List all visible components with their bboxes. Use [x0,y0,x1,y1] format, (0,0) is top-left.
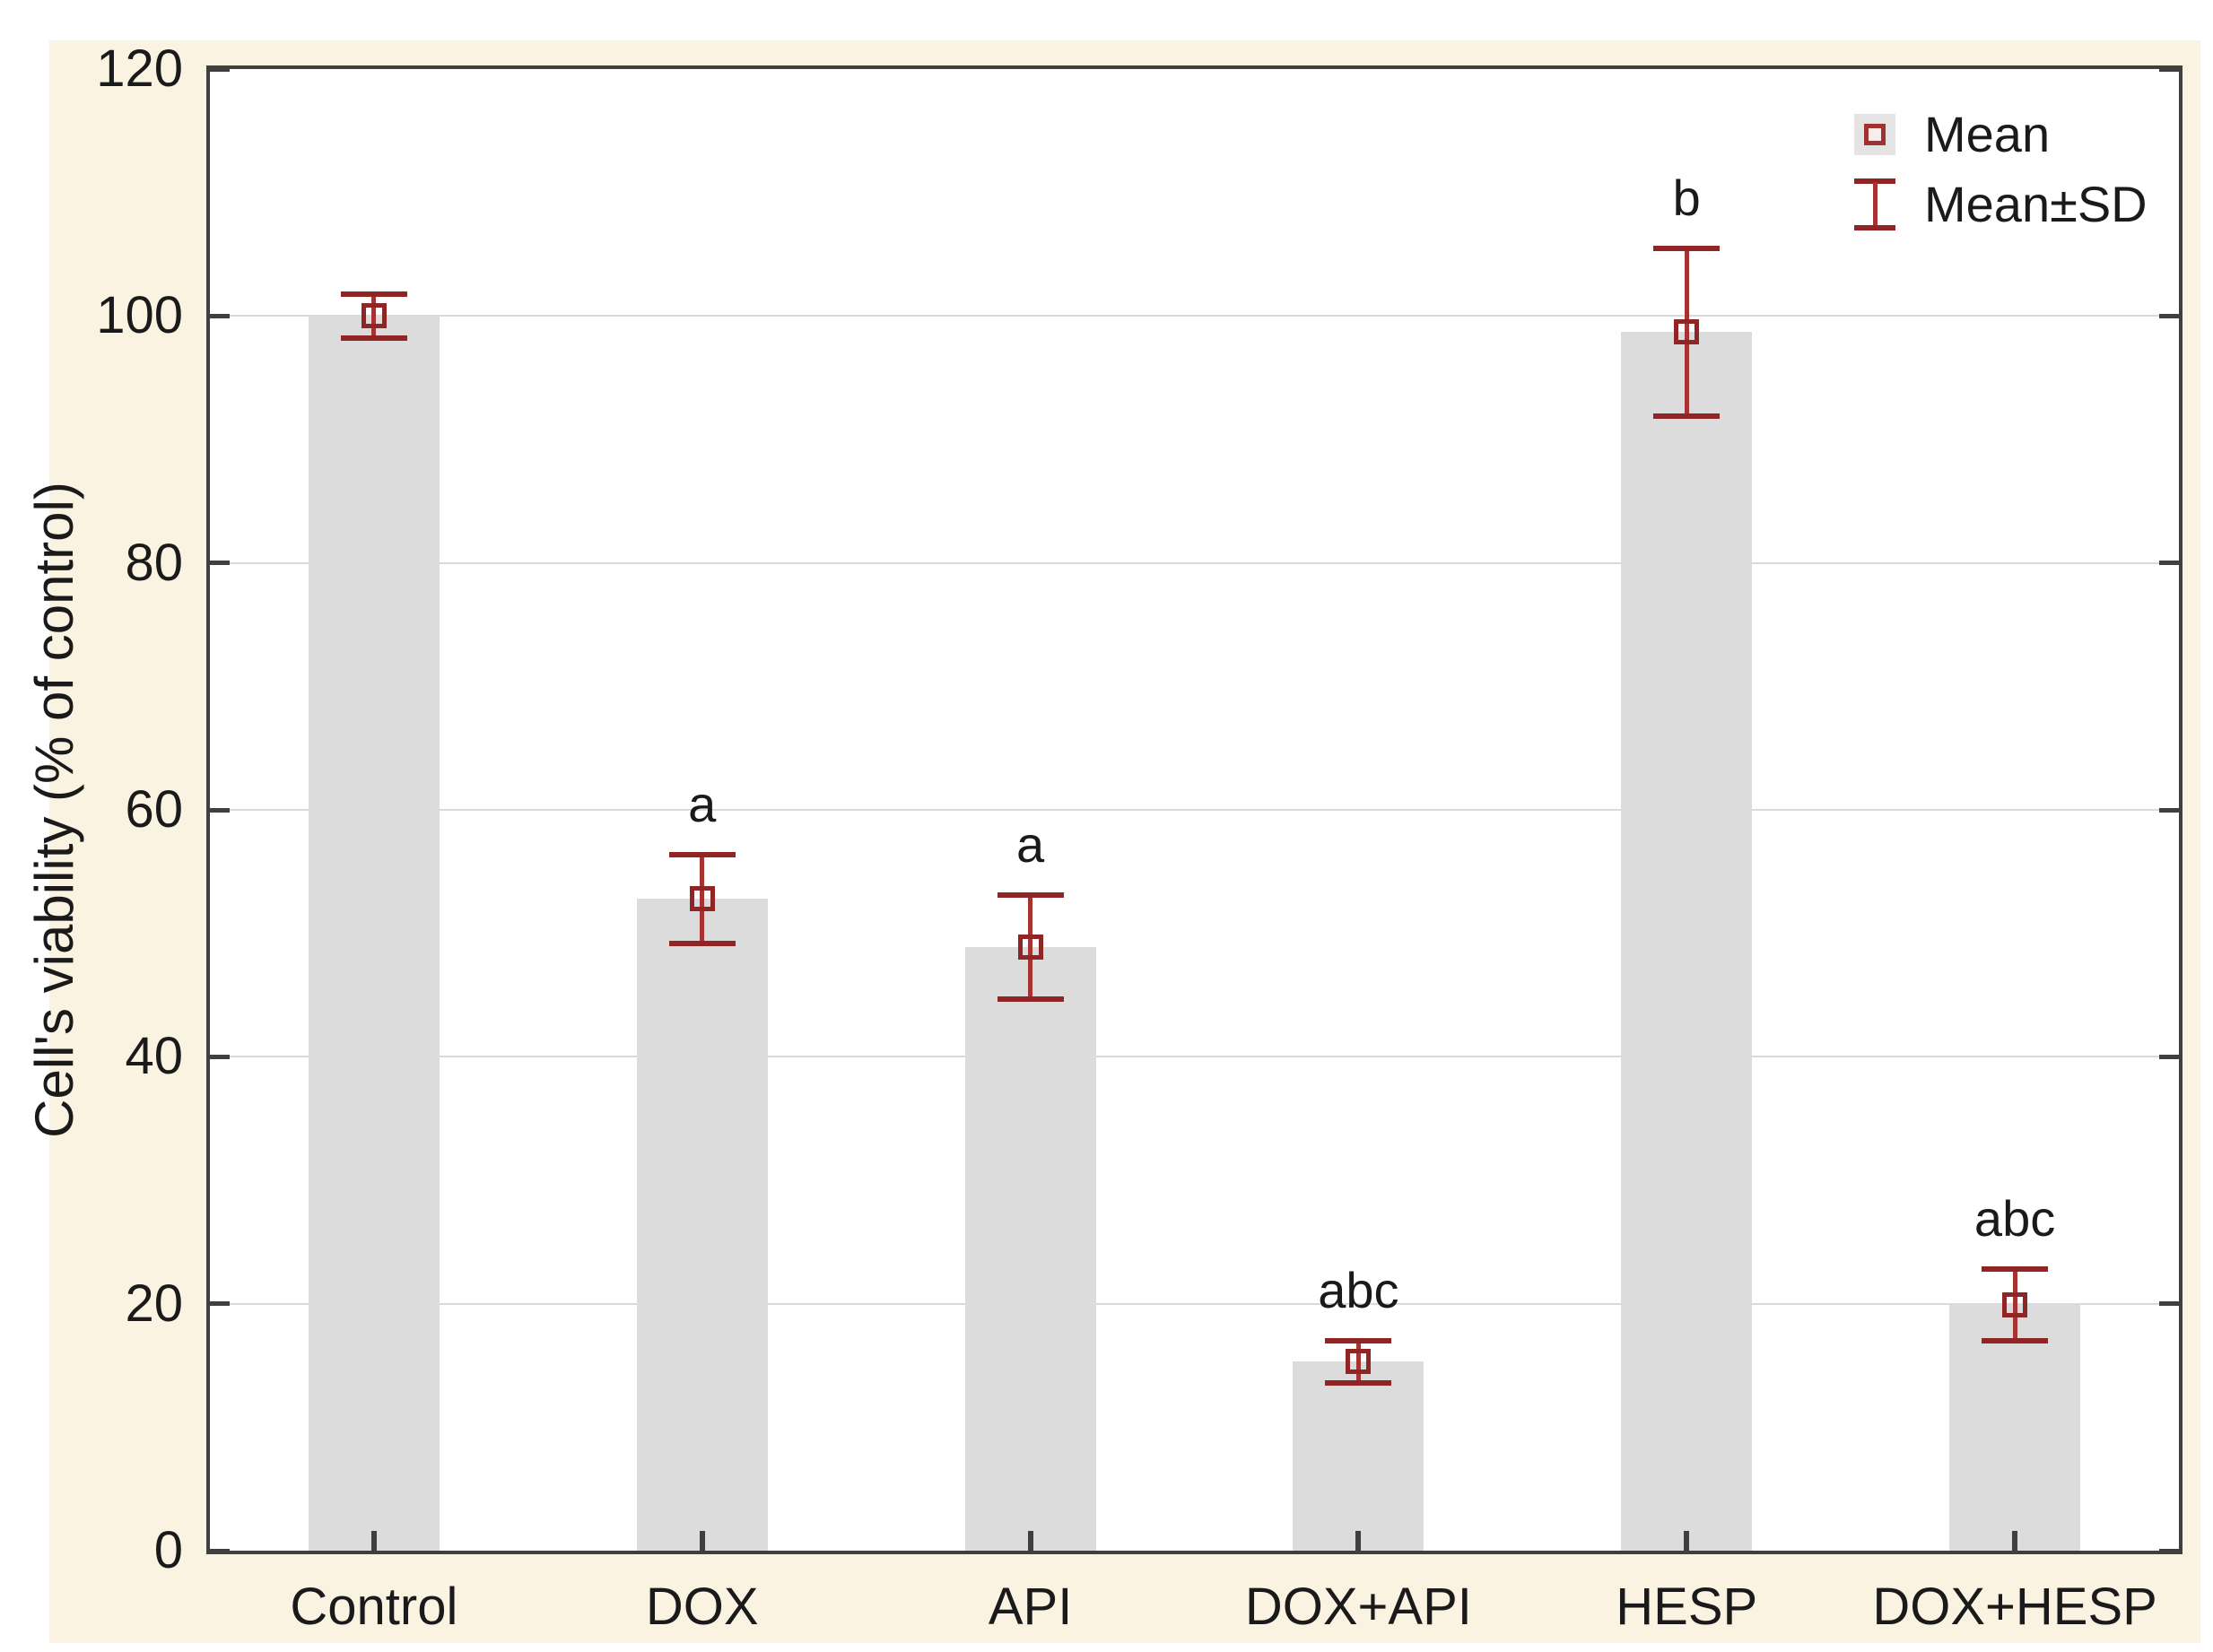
x-tick-label: DOX+API [1244,1578,1472,1636]
y-tick-label: 100 [96,286,183,345]
gridline [210,1302,2179,1305]
legend-entry-mean: Mean [1854,107,2148,162]
error-bar-stem [1028,894,1033,999]
mean-marker [2002,1292,2028,1318]
y-axis-tick-right [2159,1301,2179,1307]
legend-label-mean-sd: Mean±SD [1924,176,2148,232]
significance-letter: a [688,775,717,832]
x-tick-label: API [988,1578,1073,1636]
legend-entry-mean-sd: Mean±SD [1854,177,2148,232]
y-axis-tick-left [210,561,230,566]
error-bar-icon [1854,178,1895,230]
gridline [210,315,2179,317]
error-bar-cap-bottom [1982,1337,2049,1343]
error-bar-cap-bottom [668,940,736,946]
bar-hesp [1621,332,1753,1551]
x-axis-tick [1355,1531,1362,1551]
error-bar-cap-top [668,851,736,857]
y-axis-tick-right [2159,313,2179,318]
gridline [210,1056,2179,1058]
error-bar-cap-top [1653,245,1721,251]
y-axis-tick-left [210,66,230,72]
y-axis-tick-right [2159,561,2179,566]
x-tick-label: DOX [645,1578,759,1636]
y-tick-label: 120 [96,39,183,98]
y-tick-label: 60 [125,780,183,839]
x-axis-tick [699,1531,705,1551]
error-bar-stem [2012,1269,2017,1341]
y-axis-tick-left [210,1301,230,1307]
error-bar-cap-top [340,291,407,297]
mean-marker [1346,1349,1372,1375]
error-bar-cap-bottom [997,996,1064,1002]
error-bar-cap-bottom [1325,1379,1392,1386]
y-tick-label: 40 [125,1027,183,1086]
significance-letter: b [1672,169,1701,226]
bar-api [964,946,1096,1551]
significance-letter: abc [1318,1261,1399,1318]
y-axis-tick-right [2159,1054,2179,1059]
x-tick-label: HESP [1616,1578,1758,1636]
y-tick-label: 80 [125,533,183,592]
error-bar-cap-top [1982,1266,2049,1273]
gridline [210,561,2179,564]
mean-marker [1674,319,1700,345]
plot-area: a a abc b abc Mean Mean±SD [206,65,2183,1554]
y-axis-tick-left [210,313,230,318]
x-tick-label: DOX+HESP [1872,1578,2157,1636]
error-bar-cap-top [1325,1337,1392,1343]
mean-marker [361,303,387,329]
error-bar-stem [371,293,377,339]
x-axis-tick [370,1531,377,1551]
x-axis-tick [2012,1531,2018,1551]
bar-dox [636,899,768,1551]
plot-inner-layer: a a abc b abc [210,66,2179,1553]
error-bar-stem [1684,248,1689,416]
error-bar-cap-bottom [1653,413,1721,419]
y-axis-tick-right [2159,807,2179,813]
mean-marker [1017,934,1043,960]
legend: Mean Mean±SD [1854,107,2148,232]
y-tick-label: 0 [153,1521,183,1579]
y-axis-tick-right [2159,66,2179,72]
error-bar-stem [1355,1340,1361,1383]
significance-letter: abc [1973,1190,2056,1248]
error-bar-stem [700,854,705,943]
error-bar-cap-bottom [340,335,407,342]
y-axis-tick-left [210,1054,230,1059]
y-tick-label: 20 [125,1274,183,1333]
significance-letter: a [1016,815,1045,873]
legend-label-mean: Mean [1924,106,2051,162]
x-tick-label: Control [290,1578,458,1636]
bar-control [308,316,440,1551]
y-axis-tick-right [2159,1548,2179,1553]
x-axis-tick [1027,1531,1033,1551]
y-axis-tick-left [210,1548,230,1553]
y-axis-tick-left [210,807,230,813]
gridline [210,809,2179,811]
x-axis-tick [1684,1531,1690,1551]
bar-dox-api [1293,1361,1425,1551]
mean-marker [689,886,715,912]
error-bar-cap-top [997,891,1064,898]
mean-marker-icon [1854,114,1895,155]
bar-dox-hesp [1949,1305,2081,1551]
